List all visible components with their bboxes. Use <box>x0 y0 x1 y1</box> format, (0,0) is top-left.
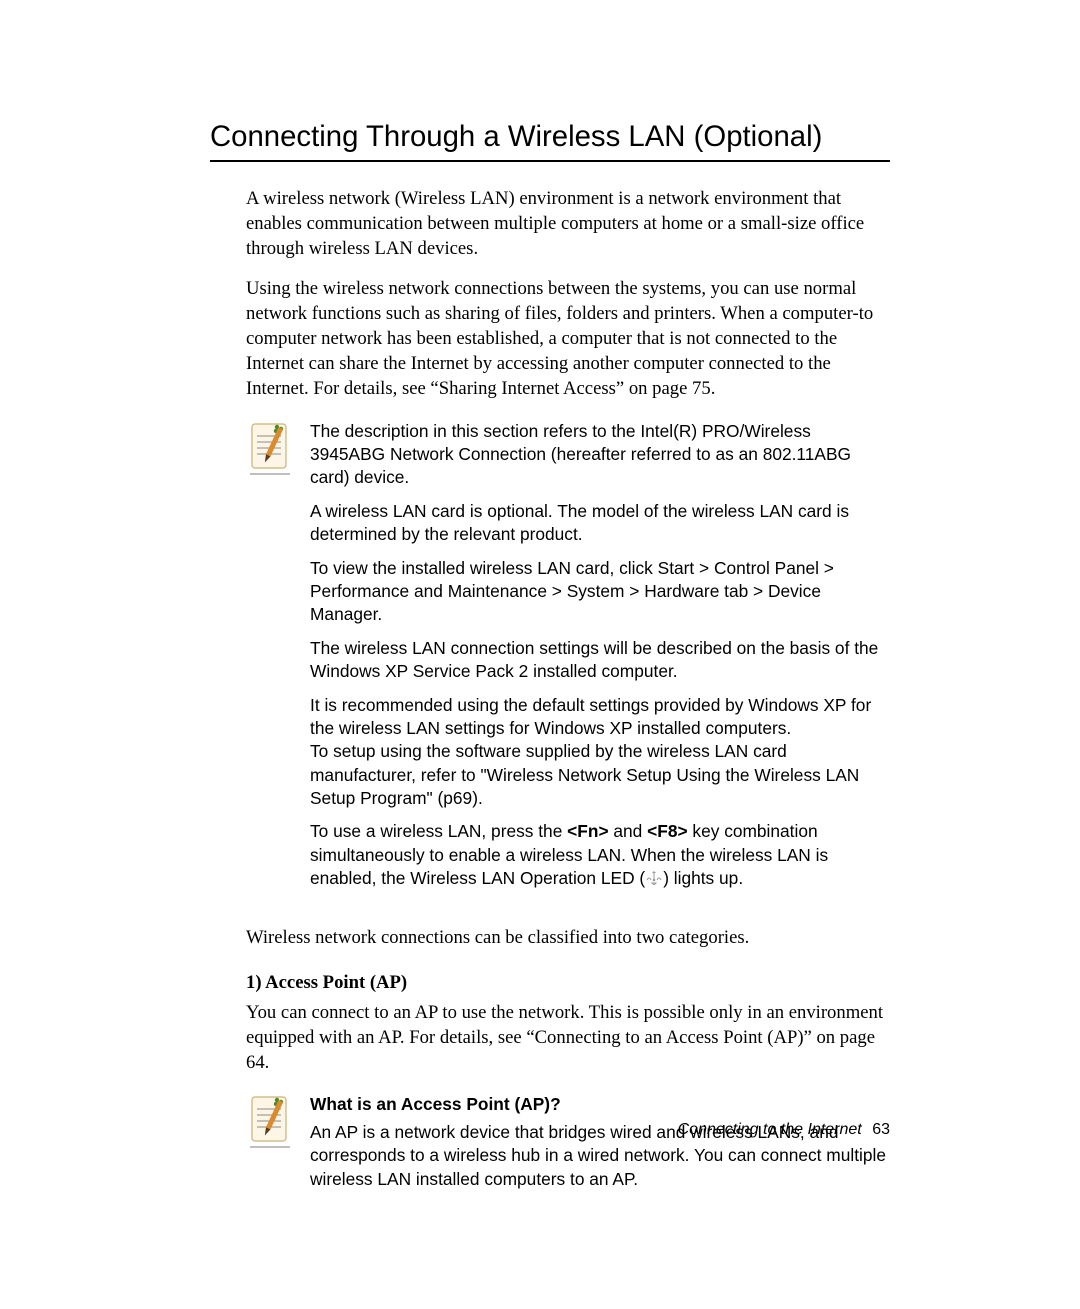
note1-p6-post2: ) lights up. <box>663 868 743 888</box>
wireless-led-icon <box>645 871 663 885</box>
note1-p6-mid: and <box>609 821 648 841</box>
page-footer: Connecting to the Internet 63 <box>678 1121 890 1139</box>
document-page: Connecting Through a Wireless LAN (Optio… <box>0 0 1080 1309</box>
note1-p3: To view the installed wireless LAN card,… <box>310 557 890 627</box>
note2-heading: What is an Access Point (AP)? <box>310 1093 890 1116</box>
note1-p4: The wireless LAN connection settings wil… <box>310 637 890 684</box>
note1-p1: The description in this section refers t… <box>310 420 890 490</box>
footer-page-number: 63 <box>872 1121 890 1138</box>
note-icon-wrap <box>246 420 310 480</box>
note1-p6-pre: To use a wireless LAN, press the <box>310 821 567 841</box>
note-body-1: The description in this section refers t… <box>310 420 890 901</box>
intro-paragraph-1: A wireless network (Wireless LAN) enviro… <box>246 186 890 262</box>
notepad-pencil-icon <box>246 1093 294 1153</box>
note-block-1: The description in this section refers t… <box>246 420 890 901</box>
key-f8: <F8> <box>647 821 687 841</box>
note-block-2: What is an Access Point (AP)? An AP is a… <box>246 1093 890 1201</box>
note1-p6: To use a wireless LAN, press the <Fn> an… <box>310 820 890 890</box>
intro-paragraph-2: Using the wireless network connections b… <box>246 276 890 402</box>
classify-intro: Wireless network connections can be clas… <box>246 925 890 950</box>
ap-text: You can connect to an AP to use the netw… <box>246 1000 890 1076</box>
note1-p5: It is recommended using the default sett… <box>310 694 890 811</box>
notepad-pencil-icon <box>246 420 294 480</box>
note1-p2: A wireless LAN card is optional. The mod… <box>310 500 890 547</box>
title-rule <box>210 160 890 162</box>
page-title: Connecting Through a Wireless LAN (Optio… <box>210 120 890 154</box>
ap-heading: 1) Access Point (AP) <box>246 972 890 994</box>
key-fn: <Fn> <box>567 821 608 841</box>
note-body-2: What is an Access Point (AP)? An AP is a… <box>310 1093 890 1201</box>
main-content: A wireless network (Wireless LAN) enviro… <box>246 186 890 1201</box>
footer-section: Connecting to the Internet <box>678 1121 862 1138</box>
note-icon-wrap-2 <box>246 1093 310 1153</box>
